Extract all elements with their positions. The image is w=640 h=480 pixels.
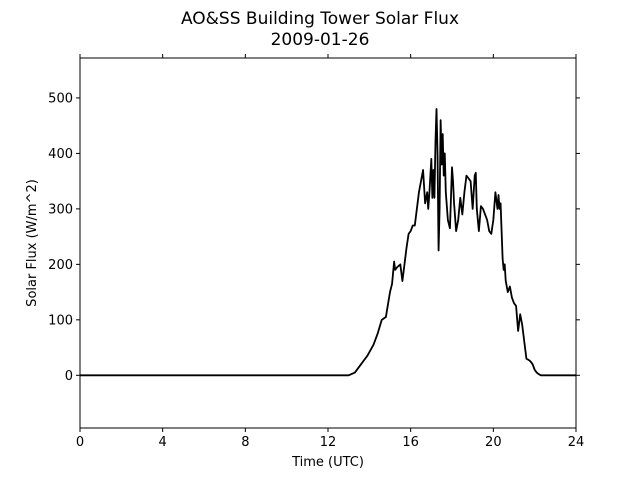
solar-flux-series-line: [80, 108, 576, 377]
x-tick-label: 8: [241, 435, 249, 450]
chart-subtitle: 2009-01-26: [271, 30, 370, 50]
y-axis-label: Solar Flux (W/m^2): [25, 179, 40, 307]
chart-title: AO&SS Building Tower Solar Flux: [181, 9, 459, 29]
x-tick-label: 20: [485, 435, 502, 450]
y-tick-label: 0: [65, 369, 73, 384]
x-tick-label: 12: [320, 435, 337, 450]
plot-frame: [79, 57, 577, 429]
y-tick-label: 300: [48, 202, 73, 217]
tick-labels: 0 4 8 12 16 20 24 0 100 200 300 400 500: [48, 91, 584, 450]
y-tick-label: 100: [48, 313, 73, 328]
x-tick-label: 0: [76, 435, 84, 450]
x-tick-label: 4: [159, 435, 167, 450]
y-tick-label: 400: [48, 147, 73, 162]
x-tick-label: 16: [402, 435, 419, 450]
axis-ticks: [76, 54, 580, 432]
y-tick-label: 500: [48, 91, 73, 106]
y-tick-label: 200: [48, 258, 73, 273]
x-axis-label: Time (UTC): [291, 455, 364, 470]
x-tick-label: 24: [568, 435, 585, 450]
